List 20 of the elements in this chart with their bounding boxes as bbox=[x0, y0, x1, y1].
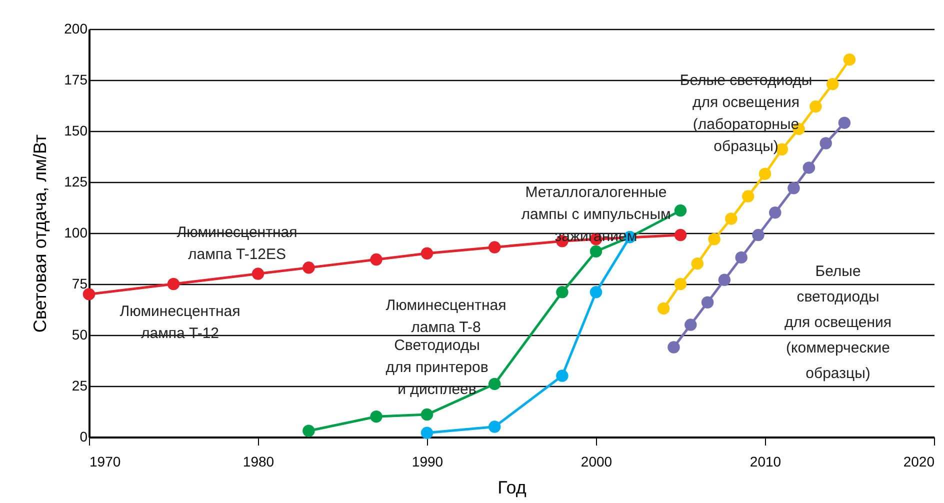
y-tick-label: 125 bbox=[64, 174, 88, 190]
y-axis-title: Световая отдача, лм/Вт bbox=[30, 134, 50, 333]
annotation: Металлогалогенные лампы с импульсным зажиганием bbox=[521, 184, 671, 245]
x-tick-label: 2010 bbox=[750, 454, 782, 470]
y-tick-label: 200 bbox=[64, 20, 88, 36]
x-tick-label: 2020 bbox=[903, 454, 935, 470]
x-axis-title: Год bbox=[498, 478, 527, 498]
y-tick-label: 0 bbox=[80, 428, 88, 444]
y-tick-label: 25 bbox=[72, 378, 88, 394]
annotation: Белые светодиоды для освещения (коммерческие образцы) bbox=[784, 263, 892, 382]
y-tick-label: 50 bbox=[72, 326, 88, 342]
y-tick-label: 150 bbox=[64, 122, 88, 138]
y-tick-label: 75 bbox=[72, 276, 88, 292]
x-tick-label: 1970 bbox=[90, 454, 121, 470]
annotation: Люминесцентная лампа T-8 bbox=[386, 297, 506, 336]
x-tick-label: 2000 bbox=[580, 454, 612, 470]
x-tick-label: 1980 bbox=[242, 454, 274, 470]
y-tick-label: 100 bbox=[64, 224, 88, 240]
x-tick-label: 1990 bbox=[412, 454, 444, 470]
y-tick-label: 175 bbox=[64, 72, 88, 88]
